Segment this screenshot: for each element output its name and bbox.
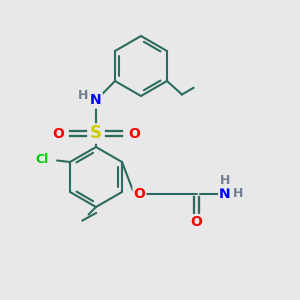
- Text: H: H: [233, 187, 244, 200]
- Text: H: H: [78, 89, 88, 103]
- Text: O: O: [190, 215, 202, 229]
- Text: H: H: [220, 174, 230, 188]
- Text: N: N: [219, 187, 231, 200]
- Text: O: O: [52, 127, 64, 140]
- Text: Cl: Cl: [35, 152, 48, 166]
- Text: N: N: [90, 94, 102, 107]
- Text: O: O: [128, 127, 140, 140]
- Text: O: O: [134, 187, 146, 200]
- Text: S: S: [90, 124, 102, 142]
